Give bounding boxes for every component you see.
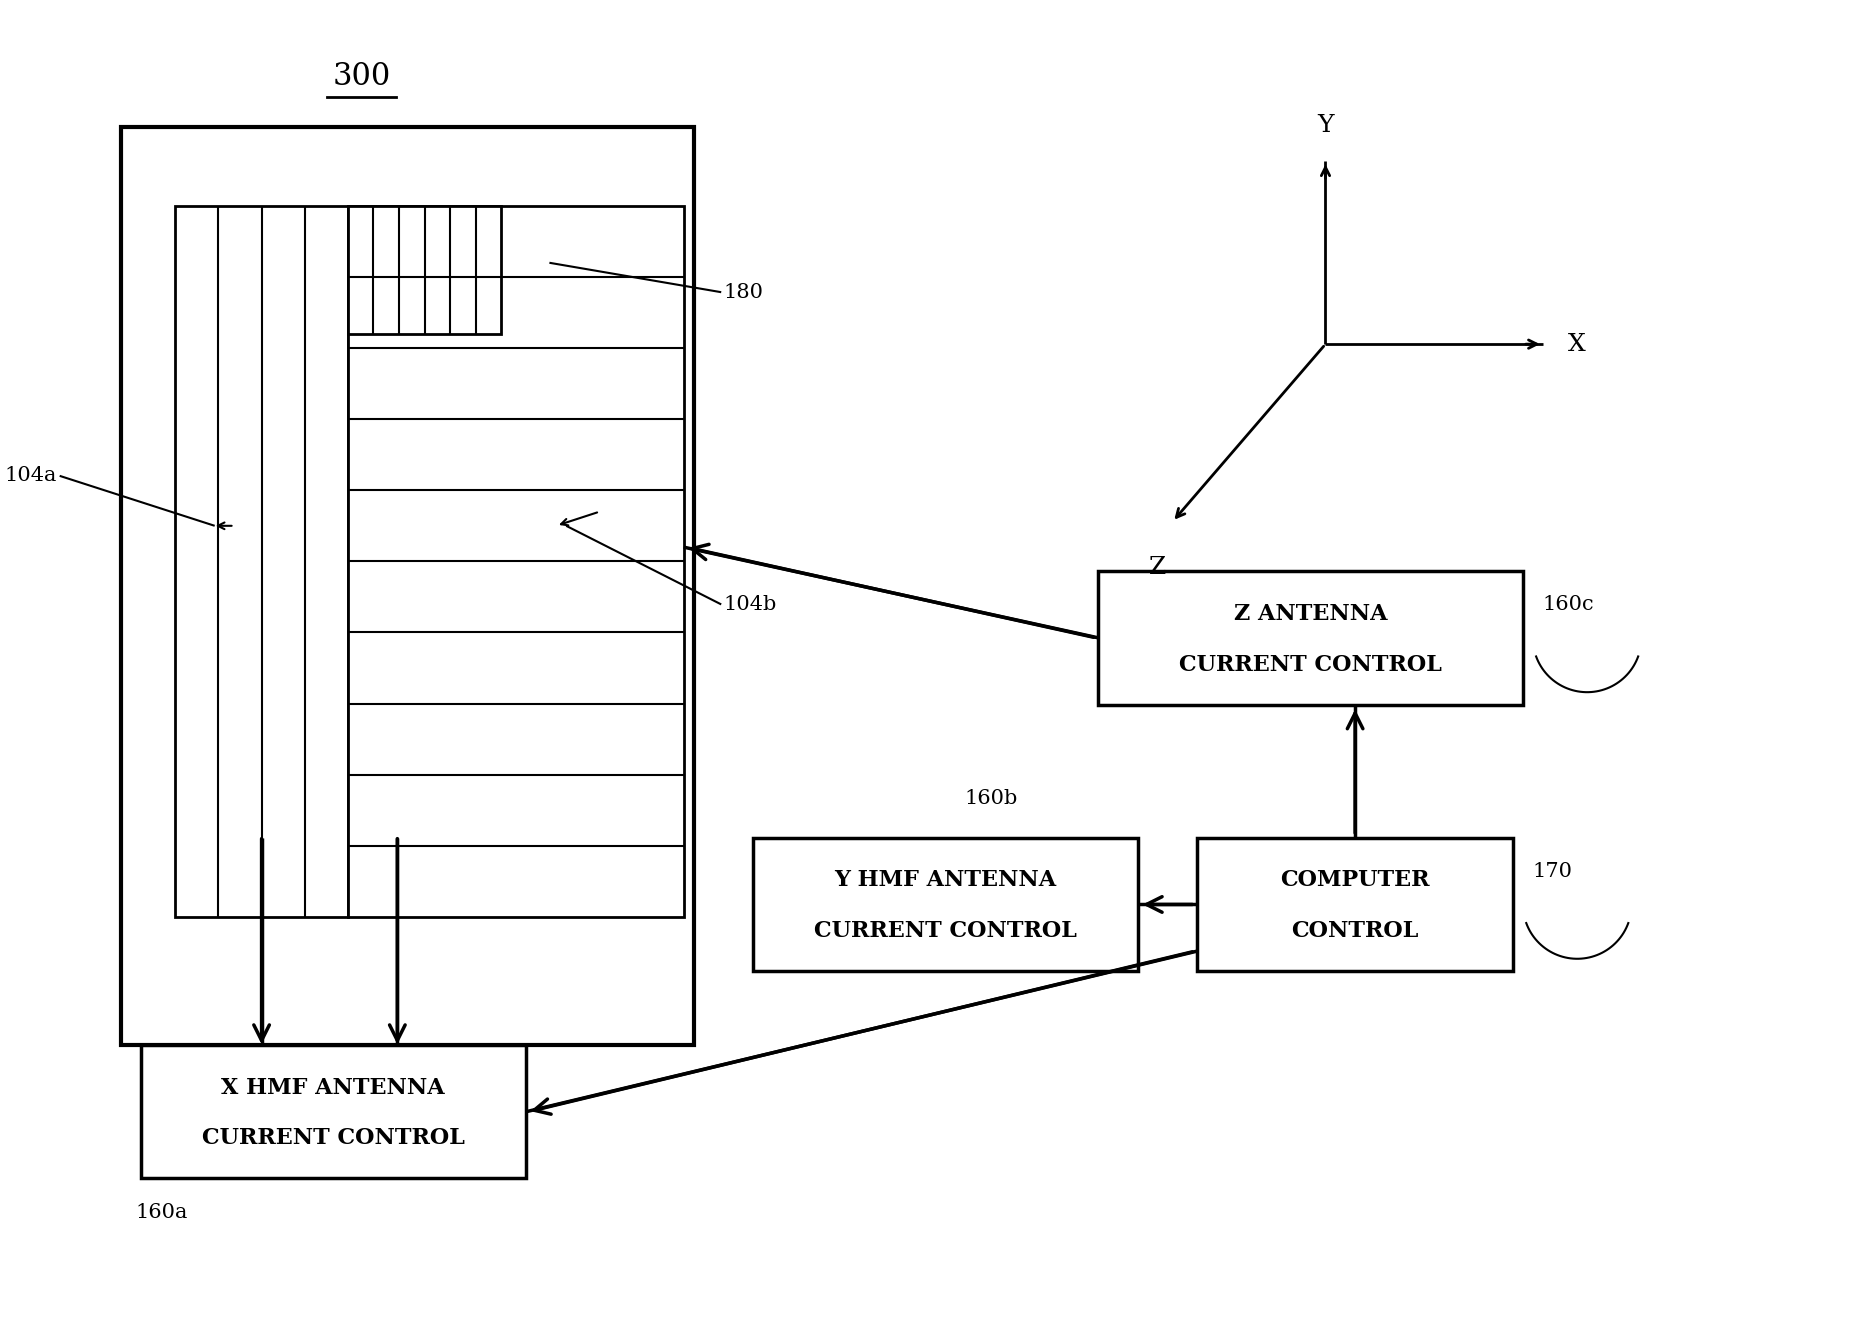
Bar [175, 206, 349, 917]
Text: X: X [1566, 332, 1584, 355]
Text: Y HMF ANTENNA: Y HMF ANTENNA [833, 869, 1055, 892]
Text: 104b: 104b [723, 595, 775, 614]
Text: Y: Y [1316, 113, 1333, 136]
Text: COMPUTER: COMPUTER [1281, 869, 1430, 892]
Bar [140, 1045, 526, 1179]
Text: CURRENT CONTROL: CURRENT CONTROL [201, 1128, 464, 1149]
Text: 160a: 160a [136, 1203, 188, 1222]
Text: 170: 170 [1532, 861, 1571, 881]
Text: 160c: 160c [1542, 595, 1594, 614]
Bar [1197, 838, 1512, 971]
Text: CURRENT CONTROL: CURRENT CONTROL [813, 920, 1076, 943]
Text: X HMF ANTENNA: X HMF ANTENNA [222, 1077, 445, 1099]
Text: CURRENT CONTROL: CURRENT CONTROL [1178, 654, 1441, 676]
Text: 180: 180 [723, 283, 762, 302]
Text: 104a: 104a [4, 466, 56, 486]
Bar [1098, 571, 1523, 705]
Bar [753, 838, 1137, 971]
Text: Z: Z [1148, 557, 1165, 579]
Text: 160b: 160b [964, 789, 1018, 808]
Text: 300: 300 [332, 61, 390, 92]
Bar [121, 127, 693, 1045]
Text: CONTROL: CONTROL [1290, 920, 1419, 943]
Bar [349, 206, 501, 334]
Bar [349, 206, 684, 917]
Text: Z ANTENNA: Z ANTENNA [1234, 603, 1387, 625]
